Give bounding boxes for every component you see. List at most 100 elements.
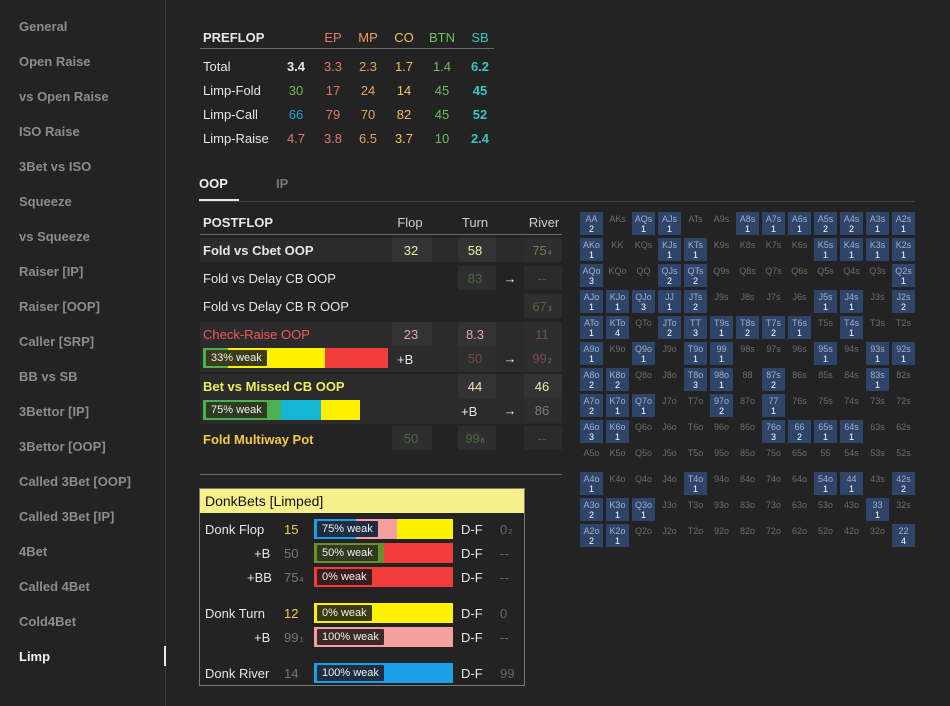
range-cell[interactable]: Q8s bbox=[736, 264, 759, 287]
sidebar-item-3bettor-oop[interactable]: 3Bettor [OOP] bbox=[19, 439, 106, 454]
range-cell[interactable]: AJo 1 bbox=[580, 290, 603, 313]
range-cell[interactable]: AA 2 bbox=[580, 212, 603, 235]
sidebar-item-raiser-oop[interactable]: Raiser [OOP] bbox=[19, 299, 100, 314]
range-cell[interactable]: J2s 2 bbox=[892, 290, 915, 313]
range-cell[interactable]: Q6o bbox=[632, 420, 655, 443]
range-cell[interactable]: T5o bbox=[684, 446, 707, 469]
range-cell[interactable]: J5s 1 bbox=[814, 290, 837, 313]
range-cell[interactable]: 84o bbox=[736, 472, 759, 495]
range-cell[interactable]: 52o bbox=[814, 524, 837, 547]
range-cell[interactable]: T3s bbox=[866, 316, 889, 339]
range-cell[interactable]: 42o bbox=[840, 524, 863, 547]
sidebar-item-general[interactable]: General bbox=[19, 19, 68, 34]
range-cell[interactable]: A6o 3 bbox=[580, 420, 603, 443]
range-cell[interactable]: KQo bbox=[606, 264, 629, 287]
range-cell[interactable]: 64s 1 bbox=[840, 420, 863, 443]
range-cell[interactable]: JTo 2 bbox=[658, 316, 681, 339]
range-cell[interactable]: K4o bbox=[606, 472, 629, 495]
range-cell[interactable]: 32s bbox=[892, 498, 915, 521]
range-cell[interactable]: 97s bbox=[762, 342, 785, 365]
range-cell[interactable]: J9s bbox=[710, 290, 733, 313]
range-cell[interactable]: 74s bbox=[840, 394, 863, 417]
range-cell[interactable]: A7s 1 bbox=[762, 212, 785, 235]
range-cell[interactable]: 85s bbox=[814, 368, 837, 391]
range-cell[interactable]: AKs bbox=[606, 212, 629, 235]
range-cell[interactable]: J3o bbox=[658, 498, 681, 521]
range-cell[interactable]: AKo 1 bbox=[580, 238, 603, 261]
range-cell[interactable]: J2o bbox=[658, 524, 681, 547]
range-cell[interactable]: 73o bbox=[762, 498, 785, 521]
range-cell[interactable]: K3s 1 bbox=[866, 238, 889, 261]
range-cell[interactable]: KJo 1 bbox=[606, 290, 629, 313]
range-cell[interactable]: 98o 1 bbox=[710, 368, 733, 391]
range-cell[interactable]: 95s 1 bbox=[814, 342, 837, 365]
range-cell[interactable]: J7o bbox=[658, 394, 681, 417]
range-cell[interactable]: 52s bbox=[892, 446, 915, 469]
range-cell[interactable]: KTo 4 bbox=[606, 316, 629, 339]
range-cell[interactable]: A3s 1 bbox=[866, 212, 889, 235]
range-cell[interactable]: Q7o 1 bbox=[632, 394, 655, 417]
range-cell[interactable]: A3o 2 bbox=[580, 498, 603, 521]
range-cell[interactable]: 96s bbox=[788, 342, 811, 365]
range-cell[interactable]: 42s 2 bbox=[892, 472, 915, 495]
range-cell[interactable]: J8s bbox=[736, 290, 759, 313]
range-cell[interactable]: A8o 2 bbox=[580, 368, 603, 391]
range-cell[interactable]: K3o 1 bbox=[606, 498, 629, 521]
range-cell[interactable]: J6s bbox=[788, 290, 811, 313]
range-cell[interactable]: Q7s bbox=[762, 264, 785, 287]
range-cell[interactable]: 72s bbox=[892, 394, 915, 417]
range-cell[interactable]: 98s bbox=[736, 342, 759, 365]
range-cell[interactable]: 64o bbox=[788, 472, 811, 495]
range-cell[interactable]: T8s 2 bbox=[736, 316, 759, 339]
range-cell[interactable]: Q3s bbox=[866, 264, 889, 287]
sidebar-item-4bet[interactable]: 4Bet bbox=[19, 544, 48, 559]
range-cell[interactable]: A8s 1 bbox=[736, 212, 759, 235]
range-cell[interactable]: Q3o 1 bbox=[632, 498, 655, 521]
range-cell[interactable]: 72o bbox=[762, 524, 785, 547]
range-cell[interactable]: AQo 3 bbox=[580, 264, 603, 287]
range-cell[interactable]: 76o 3 bbox=[762, 420, 785, 443]
range-cell[interactable]: T4o 1 bbox=[684, 472, 707, 495]
range-cell[interactable]: T2s bbox=[892, 316, 915, 339]
range-cell[interactable]: Q9s bbox=[710, 264, 733, 287]
range-cell[interactable]: T8o 3 bbox=[684, 368, 707, 391]
range-cell[interactable]: J8o bbox=[658, 368, 681, 391]
range-cell[interactable]: 93s 1 bbox=[866, 342, 889, 365]
range-cell[interactable]: 65s 1 bbox=[814, 420, 837, 443]
range-cell[interactable]: 87o bbox=[736, 394, 759, 417]
range-cell[interactable]: T6o bbox=[684, 420, 707, 443]
sidebar-item-3bet-vs-iso[interactable]: 3Bet vs ISO bbox=[19, 159, 92, 174]
range-cell[interactable]: TT 3 bbox=[684, 316, 707, 339]
range-cell[interactable]: A7o 2 bbox=[580, 394, 603, 417]
range-cell[interactable]: 65o bbox=[788, 446, 811, 469]
range-cell[interactable]: K2s 1 bbox=[892, 238, 915, 261]
range-cell[interactable]: K6s bbox=[788, 238, 811, 261]
range-cell[interactable]: QJo 3 bbox=[632, 290, 655, 313]
range-cell[interactable]: 82o bbox=[736, 524, 759, 547]
range-cell[interactable]: A2o 2 bbox=[580, 524, 603, 547]
range-cell[interactable]: K7o 1 bbox=[606, 394, 629, 417]
range-cell[interactable]: 92s 1 bbox=[892, 342, 915, 365]
tab-oop[interactable]: OOP bbox=[199, 176, 228, 191]
range-cell[interactable]: ATs bbox=[684, 212, 707, 235]
range-cell[interactable]: 43s bbox=[866, 472, 889, 495]
range-cell[interactable]: ATo 1 bbox=[580, 316, 603, 339]
range-cell[interactable]: A5s 2 bbox=[814, 212, 837, 235]
range-cell[interactable]: J5o bbox=[658, 446, 681, 469]
sidebar-item-vs-squeeze[interactable]: vs Squeeze bbox=[19, 229, 90, 244]
range-cell[interactable]: T6s 1 bbox=[788, 316, 811, 339]
range-cell[interactable]: AJs 1 bbox=[658, 212, 681, 235]
range-cell[interactable]: J6o bbox=[658, 420, 681, 443]
range-cell[interactable]: 94s bbox=[840, 342, 863, 365]
sidebar-item-3bettor-ip[interactable]: 3Bettor [IP] bbox=[19, 404, 90, 419]
range-cell[interactable]: K7s bbox=[762, 238, 785, 261]
range-cell[interactable]: KK bbox=[606, 238, 629, 261]
range-cell[interactable]: 99 1 bbox=[710, 342, 733, 365]
range-cell[interactable]: Q2s 1 bbox=[892, 264, 915, 287]
sidebar-item-called-4bet[interactable]: Called 4Bet bbox=[19, 579, 90, 594]
range-cell[interactable]: A4s 2 bbox=[840, 212, 863, 235]
range-cell[interactable]: K5o bbox=[606, 446, 629, 469]
range-cell[interactable]: 73s bbox=[866, 394, 889, 417]
sidebar-item-iso-raise[interactable]: ISO Raise bbox=[19, 124, 80, 139]
sidebar-item-called-3bet-ip[interactable]: Called 3Bet [IP] bbox=[19, 509, 115, 524]
